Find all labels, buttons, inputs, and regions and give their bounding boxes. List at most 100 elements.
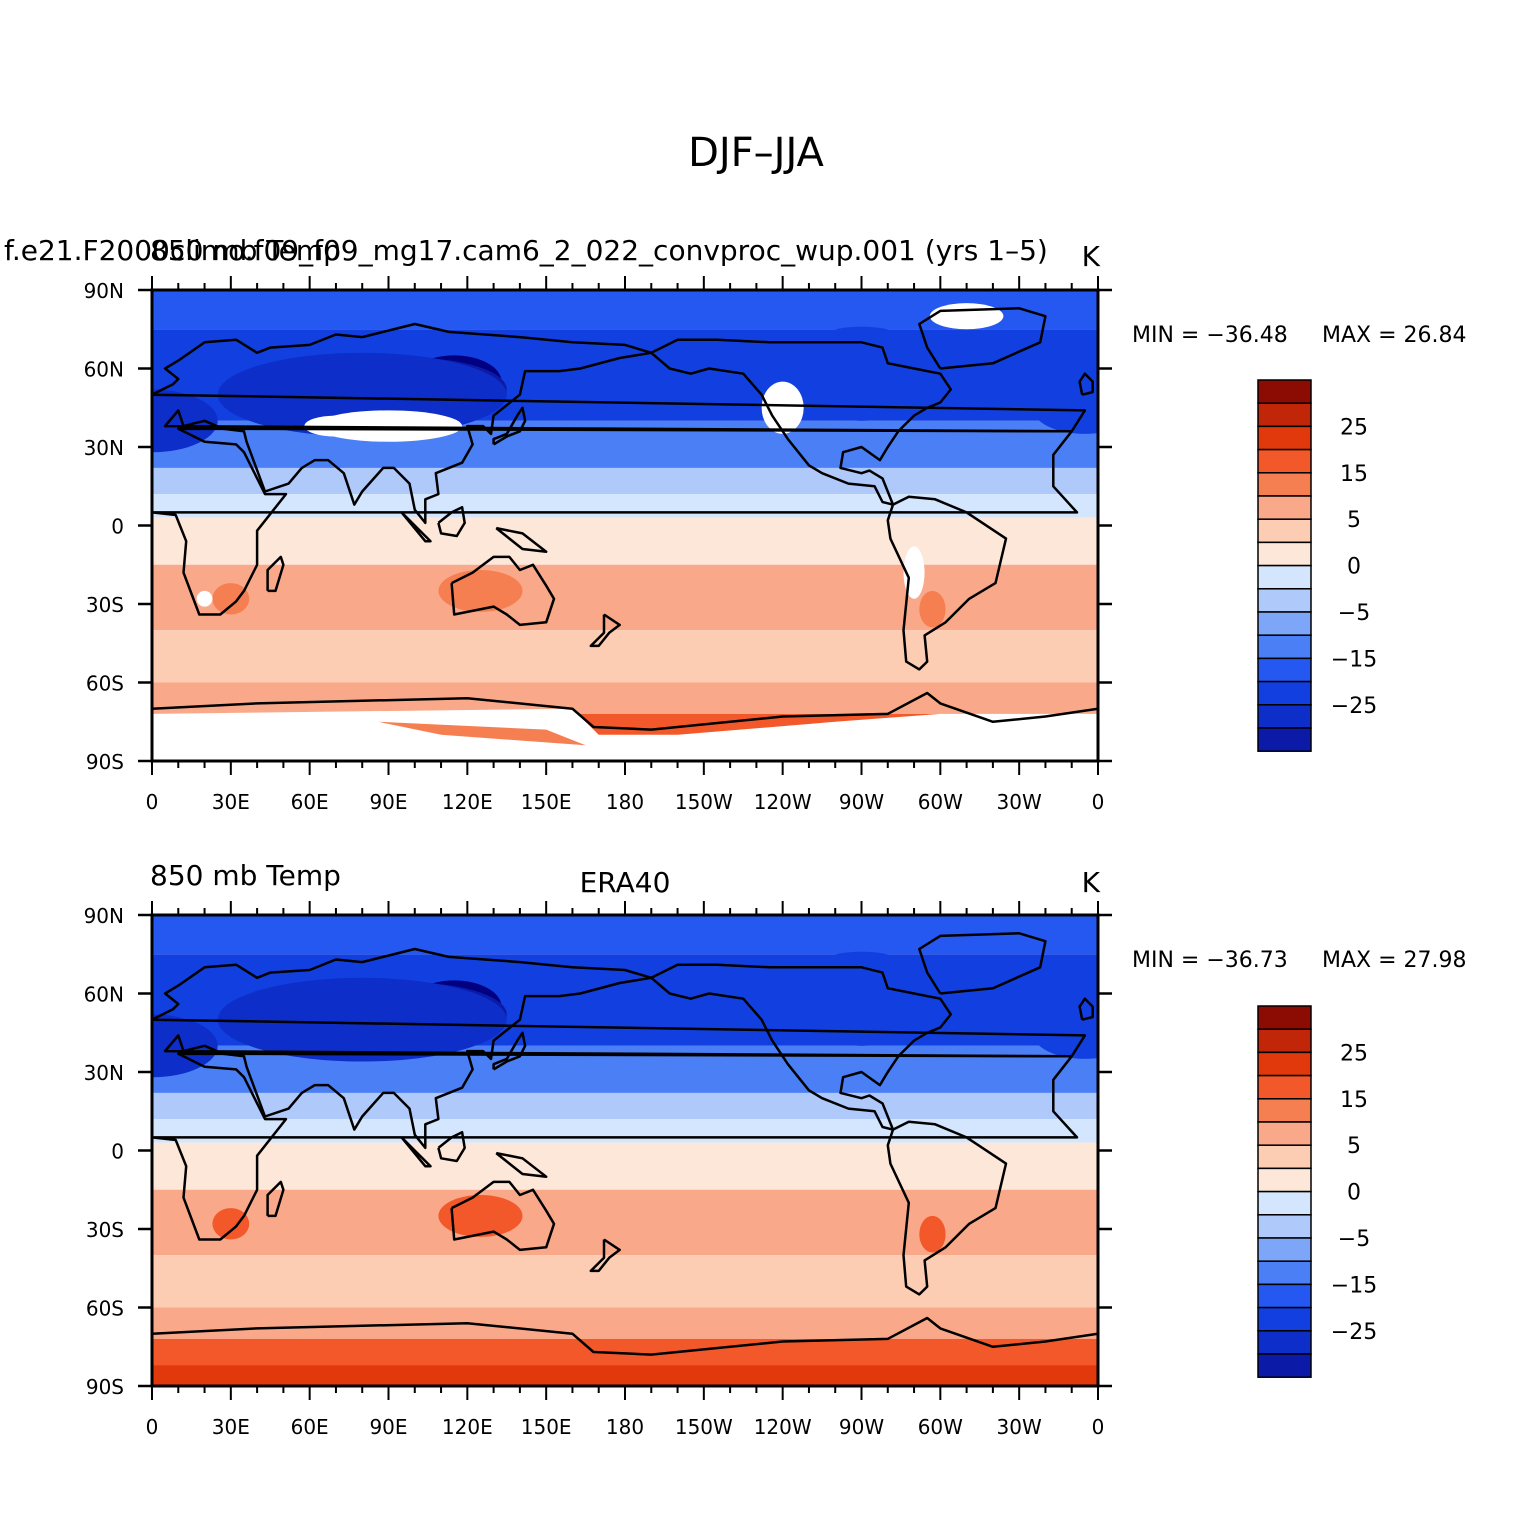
panel-era40: 850 mb Temp ERA40 K MIN = −36.73 MAX = 2… [84,859,1467,1439]
contour-band [152,915,1098,955]
lon-label: 90E [369,1415,407,1439]
lon-label: 150E [521,1415,572,1439]
lon-label: 120E [442,1415,493,1439]
coastline-borneo [437,505,466,538]
colorbar-box [1257,518,1312,544]
contour-region [217,977,507,1062]
contour-region [1032,1006,1098,1059]
panel-title-left: f.e21.F2000climo.f09_f09_mg17.cam6_2_022… [4,234,1048,267]
coastlines [152,932,1098,1386]
coastline-madagascar [266,555,285,593]
lon-label: 90E [369,790,407,814]
coastline-africa [152,1052,1079,1241]
contour-band [152,1365,1098,1386]
coastline-eurasia [152,947,1087,1150]
contour-region [152,1014,218,1078]
lon-label: 0 [1092,1415,1105,1439]
coastline-africa [152,427,1079,616]
colorbar-label: 15 [1340,462,1368,487]
lat-label: 60S [86,1297,124,1321]
colorbar-box [1257,1214,1312,1239]
contour-region [378,721,586,746]
colorbar-box [1257,495,1312,520]
colorbar-box [1257,1098,1312,1123]
lat-label: 90S [86,750,124,774]
contour-region [919,1215,946,1253]
coastline-australia [450,1180,556,1252]
colorbar-box [1257,448,1312,474]
coastline-nz [589,1238,621,1273]
map [152,290,1098,761]
missing-data [152,708,1098,761]
lat-label: 30S [86,1218,124,1242]
coastline-borneo [437,1130,466,1163]
colorbar-box [1257,680,1312,706]
missing-data [761,381,804,434]
colorbar: 25 15 5 0 −5 −15 −25 [1257,379,1377,752]
colorbar-box [1257,1005,1312,1030]
lon-label: 60E [291,790,329,814]
contour-band [152,1307,1098,1339]
contour-region [919,590,946,628]
colorbar-box [1257,1074,1312,1100]
lon-label: 90W [839,1415,884,1439]
panel-title-center: ERA40 [580,866,671,899]
colorbar-box [1257,1028,1312,1054]
lon-label: 30E [212,1415,250,1439]
lon-label: 180 [606,790,644,814]
lon-label: 0 [1092,790,1105,814]
contour-band [152,1338,1098,1366]
panel-model: f.e21.F2000climo.f09_f09_mg17.cam6_2_022… [4,234,1467,814]
colorbar-label: −5 [1338,601,1370,626]
colorbar: 25 15 5 0 −5 −15 −25 [1257,1005,1377,1378]
lon-label: 30W [997,1415,1042,1439]
coastline-greenland [918,932,1047,995]
lon-label: 60W [918,790,963,814]
figure-title: DJF–JJA [688,130,824,176]
colorbar-box [1257,634,1312,660]
colorbar-box [1257,1167,1312,1193]
contour-band [152,682,1098,714]
contour-band [152,467,1098,495]
coastline-samerica [886,495,1008,671]
colorbar-box [1257,1306,1312,1332]
coastline-japan [492,406,527,446]
coastline-uk [1078,997,1094,1021]
coastline-eurasia [152,322,1087,525]
lat-label: 0 [111,1140,124,1164]
colorbar-label: −15 [1331,1273,1377,1298]
lat-label: 0 [111,515,124,539]
lon-label: 60E [291,1415,329,1439]
colorbar-label: 25 [1340,1041,1368,1066]
lon-label: 0 [146,790,159,814]
coastline-ng [495,1151,548,1178]
coastline-namerica [650,963,953,1131]
lat-label: 90S [86,1375,124,1399]
coastline-greenland [918,307,1047,370]
contour-band [152,1255,1098,1308]
colorbar-box [1257,541,1312,567]
contour-band [152,1119,1098,1143]
contour-band [152,494,1098,518]
panel-min-text: MIN = −36.73 [1132,948,1288,973]
lon-label: 30W [997,790,1042,814]
panel-title-overlap: 850 mb Temp [150,234,341,267]
contour-band [152,1189,1098,1256]
lat-label: 60N [84,983,124,1007]
colorbar-label: 0 [1347,555,1361,580]
contour-region [152,389,218,453]
lon-label: 120W [754,1415,812,1439]
coastline-madagascar [266,1180,285,1218]
panel-units: K [1082,866,1101,899]
coastline-antarctica [152,1316,1098,1386]
lon-label: 150E [521,790,572,814]
contour-region [782,951,941,1046]
lon-label: 120E [442,790,493,814]
colorbar-box [1257,1353,1312,1378]
coastline-sumatra [400,1136,432,1168]
colorbar-label: 5 [1347,1134,1361,1159]
colorbar-box [1257,611,1312,636]
lon-label: 90W [839,790,884,814]
lon-label: 60W [918,1415,963,1439]
